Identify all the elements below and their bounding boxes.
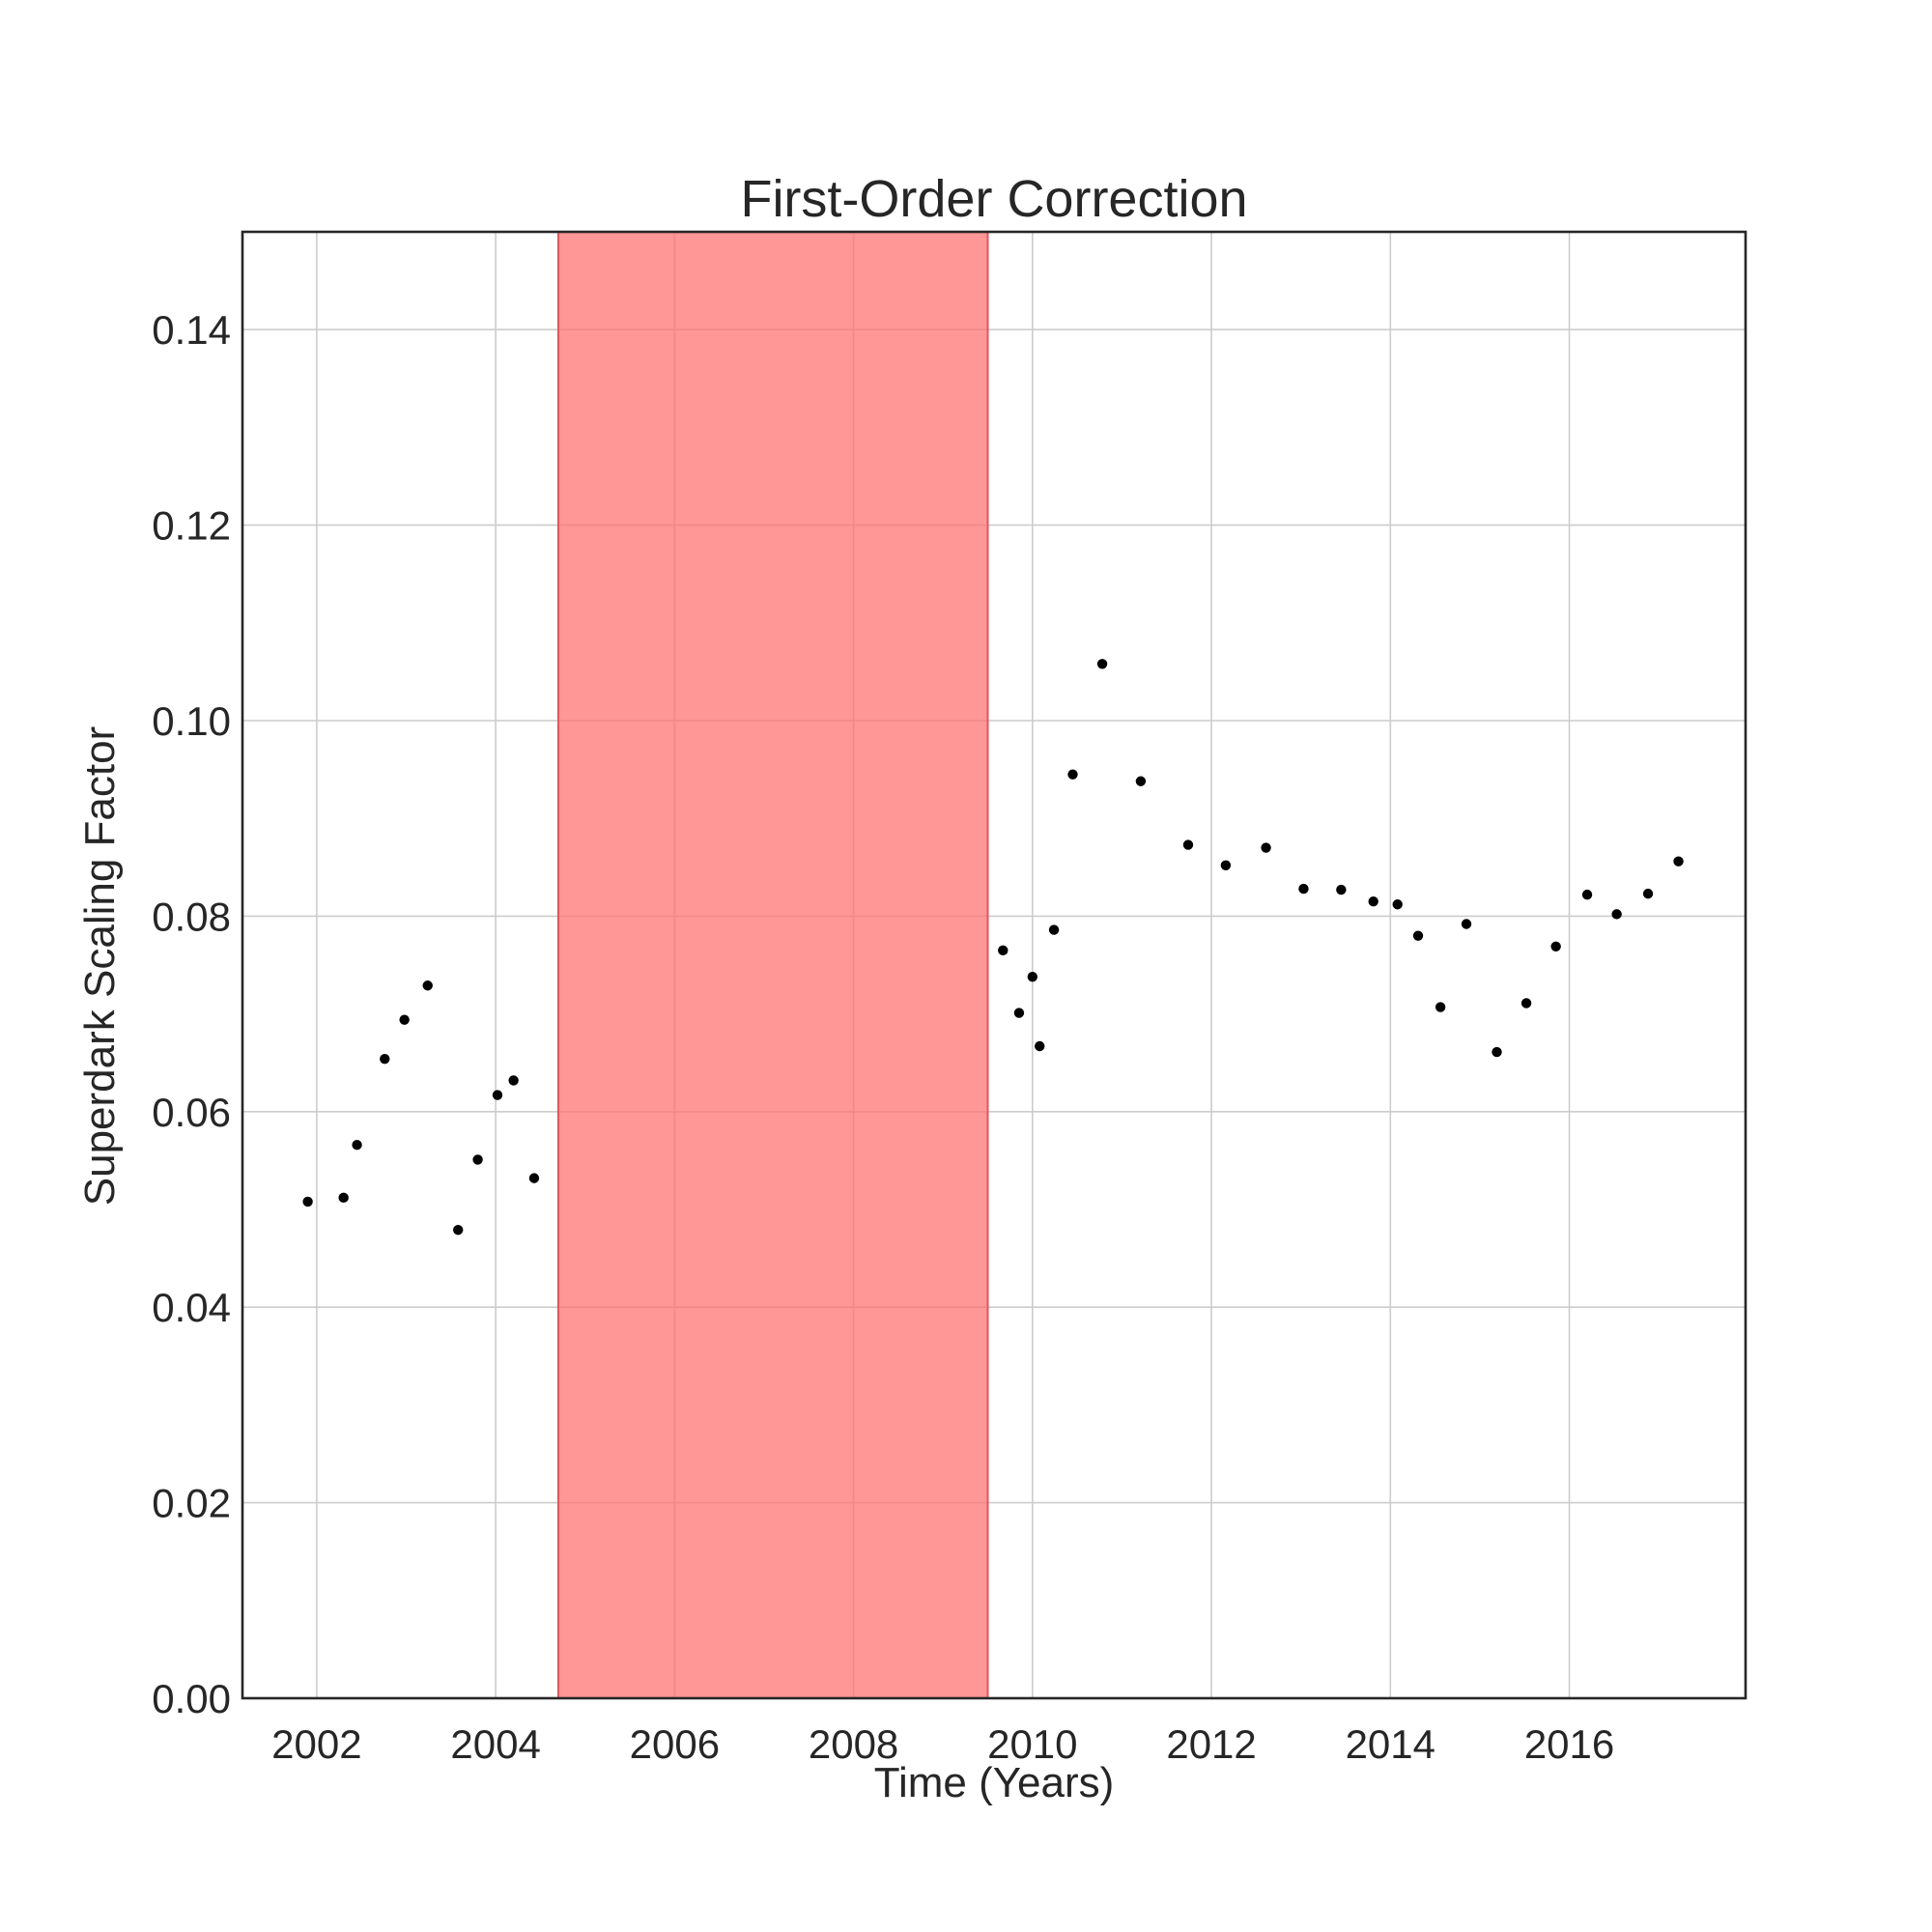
data-point: [1368, 896, 1378, 907]
data-point: [1035, 1040, 1045, 1052]
data-point: [1673, 856, 1684, 867]
data-point: [1435, 1002, 1446, 1012]
data-point: [508, 1075, 519, 1086]
data-point: [1182, 839, 1194, 850]
data-point: [492, 1090, 503, 1100]
shaded-region: [556, 231, 989, 1699]
data-point: [453, 1225, 464, 1236]
x-tick-label: 2014: [1346, 1721, 1435, 1767]
data-point: [380, 1053, 390, 1065]
x-tick-label: 2006: [630, 1721, 720, 1767]
data-point: [1581, 889, 1593, 900]
y-tick-label: 0.00: [152, 1676, 231, 1721]
y-tick-label: 0.10: [152, 698, 231, 744]
data-point: [1412, 930, 1424, 941]
data-point: [1492, 1046, 1502, 1058]
data-point: [1298, 883, 1309, 895]
data-point: [1048, 924, 1060, 935]
data-point: [1642, 888, 1654, 899]
data-point: [472, 1154, 483, 1165]
y-tick-label: 0.12: [152, 503, 231, 549]
shaded-region-layer: [556, 231, 989, 1699]
x-tick-label: 2012: [1166, 1721, 1256, 1767]
y-tick-label: 0.08: [152, 894, 231, 939]
x-tick-label: 2016: [1524, 1721, 1614, 1767]
y-tick-label: 0.04: [152, 1285, 231, 1330]
plot-frame: [241, 230, 1747, 1700]
y-tick-label: 0.02: [152, 1481, 231, 1526]
x-tick-label: 2004: [450, 1721, 540, 1767]
x-axis-label: Time (Years): [874, 1759, 1115, 1806]
y-tick-label: 0.06: [152, 1090, 231, 1135]
data-point: [1461, 919, 1472, 929]
chart-title: First-Order Correction: [740, 170, 1247, 228]
x-tick-label: 2002: [271, 1721, 361, 1767]
data-point: [1013, 1008, 1025, 1018]
data-point: [338, 1192, 349, 1204]
data-point: [1067, 769, 1078, 780]
data-point: [422, 980, 433, 991]
data-point: [998, 945, 1009, 956]
data-point: [352, 1140, 362, 1151]
x-axis-ticks: 2002 2004 2006 2008 2010 2012 2014 2016: [271, 1721, 1614, 1767]
data-point: [302, 1196, 313, 1208]
data-point: [1520, 998, 1532, 1009]
data-point: [1135, 776, 1147, 786]
data-point: [1550, 941, 1561, 952]
data-point: [1096, 659, 1108, 669]
data-point: [399, 1014, 410, 1025]
data-point: [1336, 884, 1347, 895]
y-tick-label: 0.14: [152, 307, 231, 353]
grid: [242, 232, 1746, 1699]
x-tick-label: 2008: [809, 1721, 898, 1767]
data-point: [1392, 899, 1403, 910]
data-point: [1220, 860, 1232, 870]
x-tick-label: 2010: [987, 1721, 1077, 1767]
data-point: [1027, 971, 1038, 982]
data-point: [528, 1173, 540, 1183]
data-point: [1611, 909, 1622, 920]
data-point: [1261, 842, 1271, 853]
y-axis-ticks: 0.00 0.02 0.04 0.06 0.08 0.10 0.12 0.14: [152, 307, 231, 1721]
y-axis-label: Superdark Scaling Factor: [76, 726, 124, 1206]
data-points: [302, 659, 1684, 1236]
